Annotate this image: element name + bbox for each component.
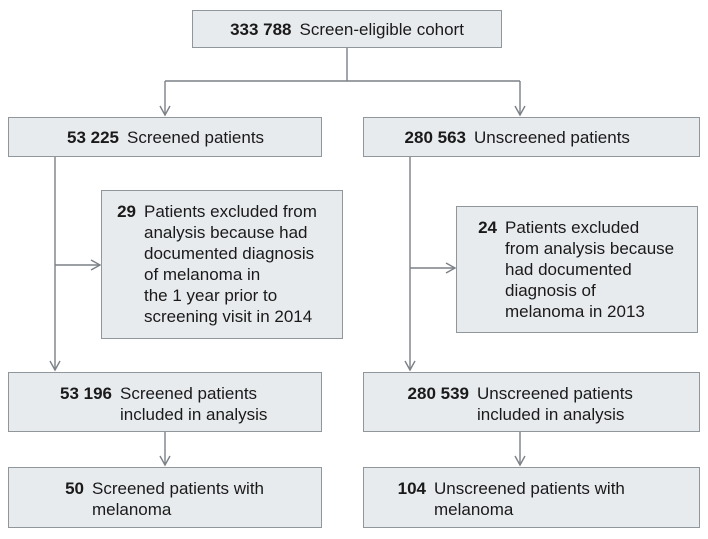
unscreened-melanoma-label: Unscreened patients with melanoma <box>434 479 625 519</box>
excluded-screened-count: 29 <box>117 202 136 221</box>
screened-included-label: Screened patients included in analysis <box>120 384 268 424</box>
cohort-label: Screen-eligible cohort <box>299 19 464 39</box>
excluded-unscreened-count: 24 <box>478 218 497 237</box>
unscreened-count: 280 563 <box>404 128 466 147</box>
unscreened-melanoma-box: 104 Unscreened patients with melanoma <box>363 467 700 528</box>
excluded-screened-box: 29 Patients excluded from analysis becau… <box>101 190 343 339</box>
unscreened-included-label: Unscreened patients included in analysis <box>477 384 633 424</box>
screened-included-count: 53 196 <box>60 384 112 403</box>
screened-melanoma-box: 50 Screened patients with melanoma <box>8 467 322 528</box>
excluded-screened-label: Patients excluded from analysis because … <box>144 202 317 326</box>
screened-melanoma-count: 50 <box>65 479 84 498</box>
unscreened-included-count: 280 539 <box>407 384 469 403</box>
cohort-count: 333 788 <box>230 19 292 39</box>
unscreened-included-box: 280 539 Unscreened patients included in … <box>363 372 700 432</box>
screened-included-box: 53 196 Screened patients included in ana… <box>8 372 322 432</box>
unscreened-melanoma-count: 104 <box>397 479 426 498</box>
cohort-box: 333 788 Screen-eligible cohort <box>192 10 502 48</box>
screened-melanoma-label: Screened patients with melanoma <box>92 479 264 519</box>
screened-label: Screened patients <box>127 128 265 147</box>
excluded-unscreened-box: 24 Patients excluded from analysis becau… <box>456 206 698 333</box>
screened-count: 53 225 <box>67 128 119 147</box>
screened-box: 53 225 Screened patients <box>8 117 322 157</box>
unscreened-box: 280 563 Unscreened patients <box>363 117 700 157</box>
unscreened-label: Unscreened patients <box>474 128 630 147</box>
excluded-unscreened-label: Patients excluded from analysis because … <box>505 218 675 321</box>
